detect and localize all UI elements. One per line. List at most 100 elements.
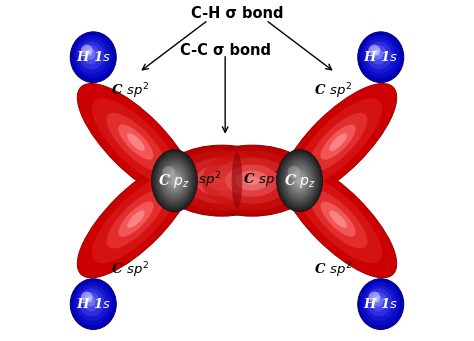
Text: C $p_z$: C $p_z$ xyxy=(158,172,191,190)
Ellipse shape xyxy=(279,153,320,209)
Ellipse shape xyxy=(291,169,308,192)
Ellipse shape xyxy=(375,51,380,56)
Ellipse shape xyxy=(329,210,347,228)
Ellipse shape xyxy=(281,155,319,207)
Ellipse shape xyxy=(162,164,187,197)
Ellipse shape xyxy=(287,163,313,198)
Ellipse shape xyxy=(361,35,400,78)
Ellipse shape xyxy=(172,178,177,184)
Ellipse shape xyxy=(172,150,272,211)
Ellipse shape xyxy=(173,179,176,183)
Ellipse shape xyxy=(161,162,188,199)
Ellipse shape xyxy=(285,161,314,201)
Ellipse shape xyxy=(278,152,321,210)
Ellipse shape xyxy=(160,145,284,216)
Ellipse shape xyxy=(85,296,96,307)
Ellipse shape xyxy=(286,162,313,199)
Ellipse shape xyxy=(280,154,319,208)
Ellipse shape xyxy=(79,288,104,316)
Text: C $sp^2$: C $sp^2$ xyxy=(314,81,352,101)
Ellipse shape xyxy=(157,157,192,205)
Ellipse shape xyxy=(107,190,165,249)
Ellipse shape xyxy=(282,157,317,205)
Ellipse shape xyxy=(79,42,104,70)
Ellipse shape xyxy=(296,176,303,186)
Ellipse shape xyxy=(320,124,356,160)
Ellipse shape xyxy=(245,176,259,185)
Ellipse shape xyxy=(73,35,112,78)
Ellipse shape xyxy=(173,180,175,182)
Ellipse shape xyxy=(283,159,316,203)
Text: H 1$s$: H 1$s$ xyxy=(363,50,398,64)
Ellipse shape xyxy=(163,166,175,178)
Ellipse shape xyxy=(373,49,383,60)
Ellipse shape xyxy=(358,279,404,329)
Ellipse shape xyxy=(85,49,96,60)
Ellipse shape xyxy=(156,156,193,206)
Ellipse shape xyxy=(309,190,367,249)
Ellipse shape xyxy=(214,158,291,204)
Text: C-H σ bond: C-H σ bond xyxy=(191,6,283,21)
Ellipse shape xyxy=(157,158,191,204)
Text: C $sp^2$: C $sp^2$ xyxy=(111,81,149,101)
Ellipse shape xyxy=(292,170,307,191)
Ellipse shape xyxy=(77,84,194,201)
Ellipse shape xyxy=(165,168,183,193)
Ellipse shape xyxy=(276,150,323,212)
Text: C $sp^2$: C $sp^2$ xyxy=(111,261,149,280)
Ellipse shape xyxy=(280,161,397,278)
Ellipse shape xyxy=(160,161,189,201)
Ellipse shape xyxy=(107,113,165,172)
Ellipse shape xyxy=(288,165,311,196)
Ellipse shape xyxy=(155,154,194,208)
Ellipse shape xyxy=(297,177,302,185)
Ellipse shape xyxy=(195,165,248,197)
Ellipse shape xyxy=(370,292,387,311)
Ellipse shape xyxy=(358,32,404,83)
Ellipse shape xyxy=(289,166,310,195)
Ellipse shape xyxy=(329,133,347,151)
Ellipse shape xyxy=(292,171,307,190)
Ellipse shape xyxy=(370,45,387,64)
Ellipse shape xyxy=(295,175,304,187)
Ellipse shape xyxy=(118,202,154,237)
Ellipse shape xyxy=(168,172,181,189)
Ellipse shape xyxy=(291,168,309,193)
Ellipse shape xyxy=(77,161,194,278)
Ellipse shape xyxy=(364,38,396,74)
Ellipse shape xyxy=(277,151,322,211)
Ellipse shape xyxy=(202,150,302,211)
Ellipse shape xyxy=(82,292,100,311)
Ellipse shape xyxy=(226,165,279,197)
Ellipse shape xyxy=(92,175,180,263)
Ellipse shape xyxy=(73,282,112,325)
Ellipse shape xyxy=(166,169,183,192)
Ellipse shape xyxy=(284,160,315,202)
Ellipse shape xyxy=(92,98,180,186)
Ellipse shape xyxy=(81,45,92,56)
Ellipse shape xyxy=(294,175,382,263)
Ellipse shape xyxy=(159,160,190,202)
Ellipse shape xyxy=(364,285,396,321)
Ellipse shape xyxy=(236,171,269,191)
Ellipse shape xyxy=(293,172,306,189)
Ellipse shape xyxy=(232,152,242,209)
Ellipse shape xyxy=(88,298,92,303)
Ellipse shape xyxy=(76,38,109,74)
Ellipse shape xyxy=(171,176,178,186)
Ellipse shape xyxy=(361,282,400,325)
Ellipse shape xyxy=(281,156,318,206)
Ellipse shape xyxy=(170,175,179,187)
Ellipse shape xyxy=(375,298,380,303)
Ellipse shape xyxy=(167,171,182,190)
Ellipse shape xyxy=(76,285,109,321)
Ellipse shape xyxy=(190,145,314,216)
Ellipse shape xyxy=(164,166,185,195)
Ellipse shape xyxy=(366,288,392,316)
Text: C $p_z$: C $p_z$ xyxy=(283,172,316,190)
Ellipse shape xyxy=(294,173,305,188)
Ellipse shape xyxy=(118,124,154,160)
Ellipse shape xyxy=(70,279,116,329)
Ellipse shape xyxy=(88,51,92,56)
Ellipse shape xyxy=(70,32,116,83)
